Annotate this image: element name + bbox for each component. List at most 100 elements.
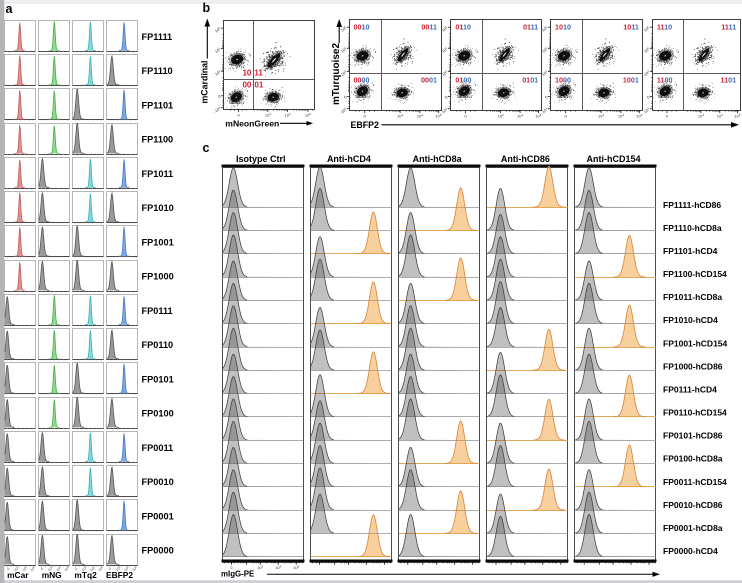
svg-text:FP0010-hCD86: FP0010-hCD86 [663, 500, 723, 510]
svg-text:EBFP2: EBFP2 [106, 570, 133, 580]
svg-text:103: 103 [265, 112, 271, 117]
svg-text:0: 0 [464, 113, 467, 118]
svg-text:mTq2: mTq2 [74, 570, 97, 580]
svg-text:FP1101: FP1101 [142, 100, 174, 110]
svg-text:103: 103 [114, 565, 122, 573]
svg-text:Anti-hCD4: Anti-hCD4 [327, 154, 371, 164]
svg-text:Anti-hCD86: Anti-hCD86 [501, 154, 550, 164]
svg-text:0001: 0001 [421, 75, 437, 84]
svg-text:0: 0 [6, 567, 10, 571]
svg-text:103: 103 [498, 113, 504, 118]
svg-text:FP1011: FP1011 [142, 169, 174, 179]
svg-text:0: 0 [74, 567, 78, 571]
svg-text:FP1111: FP1111 [142, 32, 173, 42]
svg-text:FP0110: FP0110 [142, 340, 174, 350]
svg-text:105: 105 [541, 25, 549, 33]
svg-text:104: 104 [417, 113, 423, 118]
svg-text:0: 0 [40, 567, 44, 571]
svg-text:-103: -103 [339, 106, 348, 115]
svg-text:0000: 0000 [354, 75, 370, 84]
svg-text:FP0110-hCD154: FP0110-hCD154 [663, 408, 727, 418]
svg-text:0100: 0100 [455, 75, 471, 84]
svg-text:1001: 1001 [623, 75, 639, 84]
svg-text:104: 104 [517, 113, 523, 118]
svg-text:1111: 1111 [721, 23, 736, 32]
svg-text:FP0001-hCD8a: FP0001-hCD8a [663, 523, 723, 533]
svg-text:a: a [6, 2, 14, 16]
svg-text:104: 104 [275, 565, 281, 570]
svg-text:Anti-hCD154: Anti-hCD154 [587, 154, 641, 164]
svg-text:0: 0 [364, 113, 367, 118]
svg-text:104: 104 [55, 565, 63, 573]
svg-text:0: 0 [544, 94, 549, 100]
svg-text:mNeonGreen: mNeonGreen [225, 119, 279, 129]
svg-text:FP0011-hCD154: FP0011-hCD154 [663, 477, 727, 487]
svg-text:mCardinal: mCardinal [199, 60, 209, 103]
svg-text:105: 105 [441, 25, 449, 33]
svg-text:103: 103 [13, 565, 21, 573]
svg-text:0111: 0111 [523, 23, 538, 32]
svg-text:1011: 1011 [623, 23, 639, 32]
svg-text:FP1101-hCD4: FP1101-hCD4 [663, 246, 718, 256]
svg-text:FP1001: FP1001 [142, 237, 174, 247]
svg-text:FP1001-hCD154: FP1001-hCD154 [663, 338, 728, 348]
svg-text:0: 0 [444, 94, 449, 100]
svg-text:-103: -103 [642, 106, 651, 115]
svg-text:FP1000: FP1000 [142, 272, 174, 282]
svg-text:104: 104 [89, 565, 97, 573]
svg-text:0011: 0011 [421, 23, 437, 32]
svg-text:-103: -103 [540, 106, 549, 115]
svg-text:FP0000: FP0000 [142, 546, 174, 556]
svg-text:mCar: mCar [7, 570, 29, 580]
svg-text:0010: 0010 [354, 23, 370, 32]
svg-text:FP0111-hCD4: FP0111-hCD4 [663, 384, 717, 394]
svg-text:FP1000-hCD86: FP1000-hCD86 [663, 361, 723, 371]
svg-text:FP0010: FP0010 [142, 477, 174, 487]
svg-text:-103: -103 [440, 106, 449, 115]
svg-text:1100: 1100 [657, 75, 673, 84]
svg-text:FP0111: FP0111 [142, 306, 173, 316]
svg-text:FP0011: FP0011 [142, 443, 174, 453]
svg-text:105: 105 [435, 113, 441, 118]
svg-text:104: 104 [214, 46, 222, 54]
svg-text:103: 103 [47, 565, 55, 573]
svg-text:1110: 1110 [657, 23, 672, 32]
svg-text:b: b [203, 1, 211, 15]
svg-text:-103: -103 [213, 105, 222, 114]
svg-text:FP0101: FP0101 [142, 374, 174, 384]
svg-text:0110: 0110 [455, 23, 471, 32]
svg-text:10: 10 [242, 69, 251, 78]
svg-text:103: 103 [257, 565, 263, 570]
svg-text:104: 104 [717, 113, 723, 118]
svg-text:0: 0 [108, 567, 112, 571]
svg-text:0: 0 [230, 565, 233, 570]
svg-text:104: 104 [284, 112, 290, 117]
svg-text:105: 105 [131, 565, 139, 573]
svg-text:105: 105 [340, 25, 348, 33]
svg-text:103: 103 [541, 69, 549, 77]
svg-text:FP0100-hCD8a: FP0100-hCD8a [663, 454, 723, 464]
svg-text:FP1111-hCD86: FP1111-hCD86 [663, 200, 721, 210]
svg-text:104: 104 [123, 565, 131, 573]
svg-text:103: 103 [81, 565, 89, 573]
svg-text:Isotype Ctrl: Isotype Ctrl [236, 154, 286, 164]
svg-text:103: 103 [441, 69, 449, 77]
svg-text:0: 0 [237, 112, 240, 117]
svg-text:1101: 1101 [720, 75, 736, 84]
svg-text:Anti-hCD8a: Anti-hCD8a [413, 154, 463, 164]
svg-text:103: 103 [598, 113, 604, 118]
svg-text:105: 105 [29, 565, 37, 573]
svg-text:FP1010-hCD4: FP1010-hCD4 [663, 315, 718, 325]
svg-text:FP0101-hCD86: FP0101-hCD86 [663, 431, 723, 441]
svg-text:105: 105 [63, 565, 71, 573]
svg-text:FP1110-hCD8a: FP1110-hCD8a [663, 223, 722, 233]
svg-text:104: 104 [541, 46, 549, 54]
svg-text:FP1100: FP1100 [142, 135, 174, 145]
svg-text:11: 11 [254, 69, 263, 78]
svg-text:104: 104 [340, 46, 348, 54]
svg-text:104: 104 [618, 113, 624, 118]
svg-text:103: 103 [397, 113, 403, 118]
svg-text:103: 103 [698, 113, 704, 118]
svg-text:FP0100: FP0100 [142, 409, 174, 419]
svg-text:105: 105 [293, 565, 299, 570]
